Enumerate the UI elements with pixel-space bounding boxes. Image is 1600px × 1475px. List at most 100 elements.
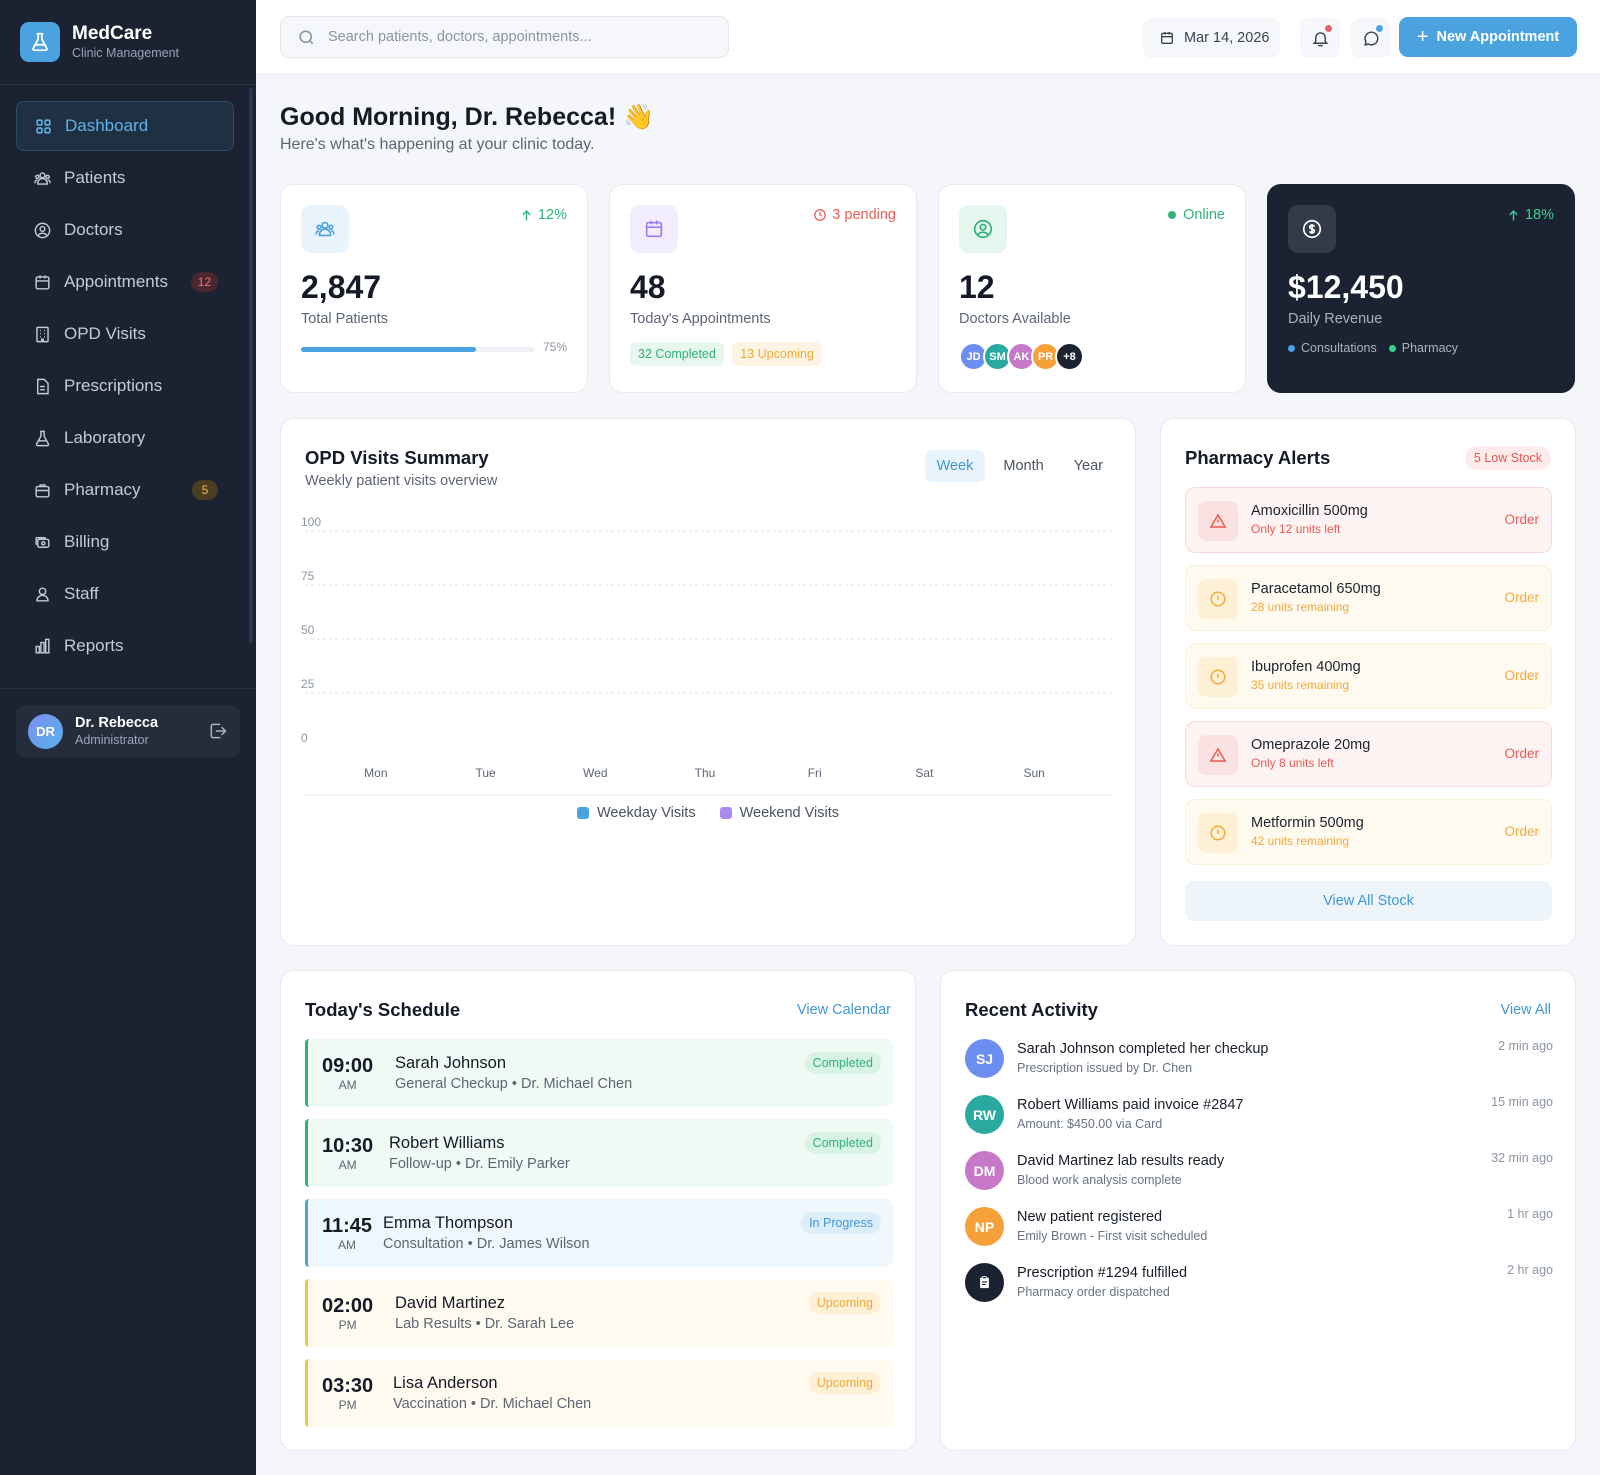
avatar: SJ [965, 1039, 1004, 1078]
appointment-time: 10:30 AM [322, 1135, 374, 1172]
sidebar-item-opd-visits[interactable]: OPD Visits [16, 309, 234, 359]
trend-up: 12% [519, 207, 567, 223]
tab-year[interactable]: Year [1073, 458, 1103, 474]
search-box[interactable] [280, 16, 729, 58]
medicine-name: Ibuprofen 400mg [1251, 659, 1361, 675]
view-all-stock-button[interactable]: View All Stock [1185, 881, 1552, 921]
x-tick-label: Fri [808, 766, 822, 780]
date-chip[interactable]: Mar 14, 2026 [1143, 18, 1280, 58]
stock-alert[interactable]: Amoxicillin 500mg Only 12 units left Ord… [1185, 487, 1552, 553]
legend-item[interactable]: Weekday Visits [577, 805, 696, 821]
brand[interactable]: MedCare Clinic Management [20, 22, 179, 62]
activity-item[interactable]: SJ Sarah Johnson completed her checkup P… [965, 1039, 1553, 1083]
legend-item[interactable]: Weekend Visits [719, 805, 839, 821]
view-calendar-link[interactable]: View Calendar [796, 1002, 891, 1018]
warning-triangle-icon [1198, 501, 1238, 541]
sidebar-item-patients[interactable]: Patients [16, 153, 234, 203]
stock-note: 42 units remaining [1251, 834, 1350, 848]
tab-month[interactable]: Month [1003, 458, 1044, 474]
sidebar-item-pharmacy[interactable]: Pharmacy 5 [16, 465, 234, 515]
trend-value: 18% [1524, 207, 1554, 223]
sidebar: MedCare Clinic Management Dashboard Pati… [0, 0, 256, 1475]
sidebar-item-dashboard[interactable]: Dashboard [16, 101, 234, 151]
low-stock-badge: 5 Low Stock [1464, 446, 1551, 470]
user-card[interactable]: DR Dr. Rebecca Administrator [16, 705, 240, 757]
sidebar-item-label: Billing [64, 532, 110, 551]
clipboard-icon [965, 1263, 1004, 1302]
sidebar-item-doctors[interactable]: Doctors [16, 205, 234, 255]
appointment-item[interactable]: 10:30 AM Robert Williams Follow-up • Dr. E… [305, 1119, 893, 1187]
x-tick-label: Thu [695, 766, 716, 780]
activity-detail: Emily Brown - First visit scheduled [1017, 1229, 1208, 1243]
y-tick-label: 75 [301, 569, 315, 583]
order-button[interactable]: Order [1504, 668, 1539, 683]
stock-note: 28 units remaining [1251, 600, 1350, 614]
patient-name: Sarah Johnson [395, 1054, 506, 1072]
appointments-count-badge: 12 [190, 272, 218, 292]
order-button[interactable]: Order [1504, 824, 1539, 839]
activity-title: Robert Williams paid invoice #2847 [1017, 1097, 1244, 1113]
appointment-item[interactable]: 09:00 AM Sarah Johnson General Checkup • D… [305, 1039, 893, 1107]
more-doctors-badge[interactable]: +8 [1055, 342, 1084, 371]
order-button[interactable]: Order [1504, 512, 1539, 527]
sidebar-item-staff[interactable]: Staff [16, 569, 234, 619]
new-appointment-button[interactable]: + New Appointment [1399, 17, 1577, 57]
legend-label: Pharmacy [1401, 341, 1459, 355]
sidebar-item-prescriptions[interactable]: Prescriptions [16, 361, 234, 411]
activity-item[interactable]: RW Robert Williams paid invoice #2847 Am… [965, 1095, 1553, 1139]
appointment-item[interactable]: 03:30 PM Lisa Anderson Vaccination • Dr. M… [305, 1359, 893, 1427]
brand-name: MedCare [72, 23, 153, 44]
appointment-desc: Consultation • Dr. James Wilson [383, 1236, 590, 1252]
x-tick-label: Sat [915, 766, 934, 780]
file-icon [37, 378, 49, 394]
sidebar-item-label: Pharmacy [64, 480, 141, 499]
stock-alert[interactable]: Metformin 500mg 42 units remaining Order [1185, 799, 1552, 865]
stat-card-doctors[interactable]: Online 12 Doctors Available JD SM AK PR … [938, 184, 1246, 393]
plus-icon: + [1416, 25, 1429, 48]
status-badge: In Progress [801, 1212, 881, 1234]
user-circle-icon [959, 205, 1007, 253]
stock-alert[interactable]: Ibuprofen 400mg 35 units remaining Order [1185, 643, 1552, 709]
sidebar-item-billing[interactable]: Billing [16, 517, 234, 567]
online-dot [1168, 211, 1177, 219]
search-input[interactable] [328, 29, 708, 45]
arrow-up-icon [1509, 209, 1518, 220]
stat-card-appointments[interactable]: 3 pending 48 Today's Appointments 32 Com… [609, 184, 917, 393]
stat-card-patients[interactable]: 12% 2,847 Total Patients 75% [280, 184, 588, 393]
order-button[interactable]: Order [1504, 590, 1539, 605]
stat-label: Today's Appointments [630, 311, 771, 327]
activity-detail: Prescription issued by Dr. Chen [1017, 1061, 1193, 1075]
sidebar-item-appointments[interactable]: Appointments 12 [16, 257, 234, 307]
user-name: Dr. Rebecca [75, 714, 159, 731]
messages-button[interactable] [1351, 18, 1391, 58]
activity-item[interactable]: DM David Martinez lab results ready Bloo… [965, 1151, 1553, 1195]
upcoming-pill: 13 Upcoming [732, 342, 822, 366]
page-subtitle: Here's what's happening at your clinic t… [280, 136, 595, 153]
notifications-button[interactable] [1300, 18, 1340, 58]
sidebar-item-label: Appointments [64, 272, 168, 291]
view-all-link[interactable]: View All [1500, 1002, 1551, 1018]
sidebar-item-label: Doctors [64, 220, 123, 239]
stock-alert[interactable]: Paracetamol 650mg 28 units remaining Ord… [1185, 565, 1552, 631]
stat-card-revenue[interactable]: 18% $12,450 Daily Revenue Consultations … [1267, 184, 1575, 393]
logout-icon[interactable] [208, 721, 228, 741]
users-icon [301, 205, 349, 253]
sidebar-item-label: Laboratory [64, 428, 146, 447]
tab-week[interactable]: Week [924, 450, 986, 482]
sidebar-item-laboratory[interactable]: Laboratory [16, 413, 234, 463]
stat-value: 12 [959, 269, 995, 305]
order-button[interactable]: Order [1504, 746, 1539, 761]
appointment-item[interactable]: 11:45 AM Emma Thompson Consultation • Dr. … [305, 1199, 893, 1267]
activity-time: 15 min ago [1491, 1095, 1553, 1109]
divider [0, 688, 256, 689]
stock-alert[interactable]: Omeprazole 20mg Only 8 units left Order [1185, 721, 1552, 787]
brand-subtitle: Clinic Management [72, 46, 179, 60]
trend-up: 18% [1506, 207, 1554, 223]
sidebar-item-reports[interactable]: Reports [16, 621, 234, 671]
x-tick-label: Sun [1023, 766, 1044, 780]
activity-item[interactable]: Prescription #1294 fulfilled Pharmacy or… [965, 1263, 1553, 1307]
activity-item[interactable]: NP New patient registered Emily Brown - … [965, 1207, 1553, 1251]
appointment-item[interactable]: 02:00 PM David Martinez Lab Results • Dr. … [305, 1279, 893, 1347]
grid-icon [36, 118, 51, 134]
sidebar-scrollbar[interactable] [249, 88, 253, 643]
